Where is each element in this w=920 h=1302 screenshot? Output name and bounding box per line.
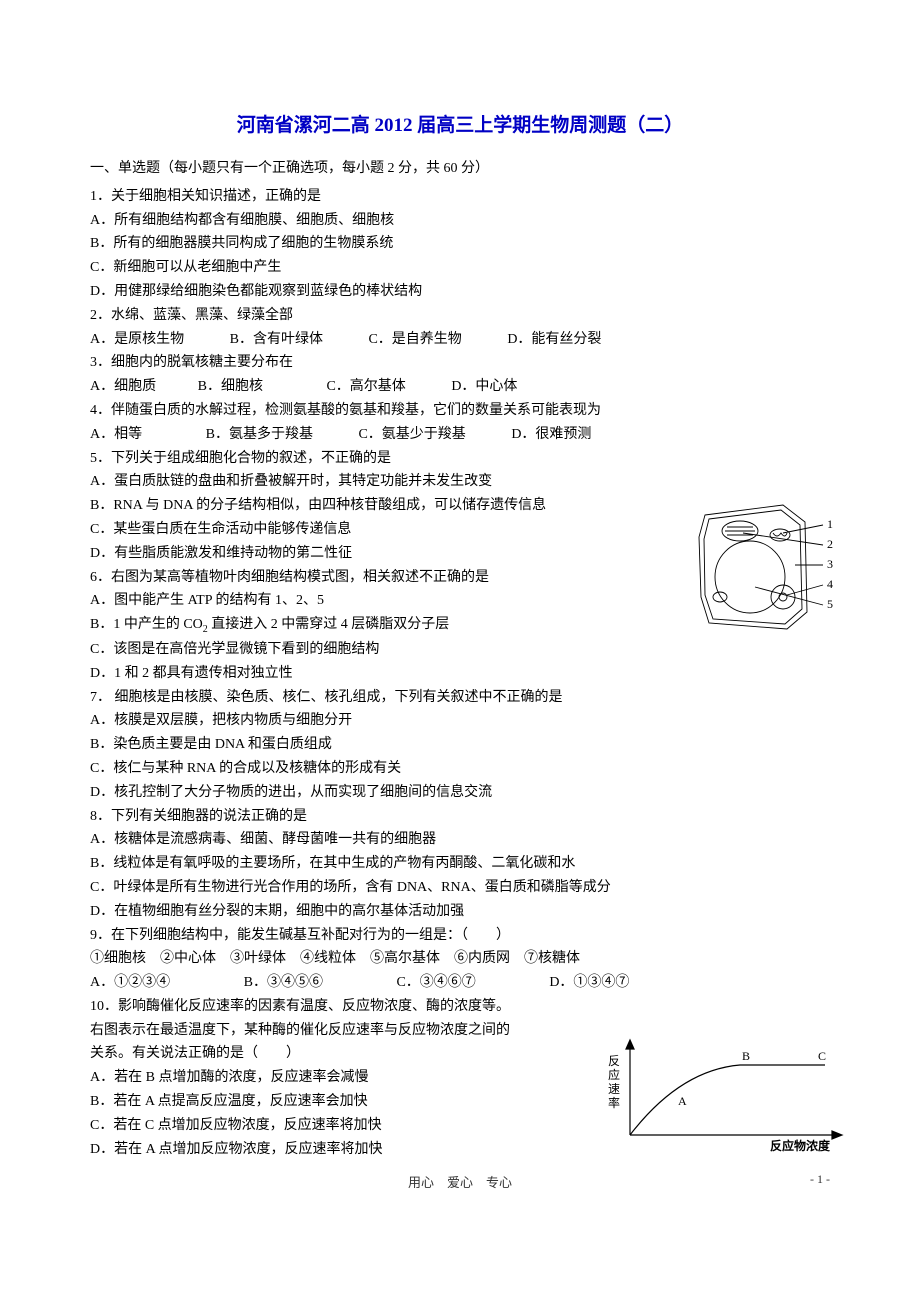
q5-stem: 5．下列关于组成细胞化合物的叙述，不正确的是 bbox=[90, 447, 830, 471]
q3-opt-b: B．细胞核 bbox=[198, 375, 263, 399]
reaction-chart: A B C 反 应 速 率 反应物浓度 bbox=[600, 1035, 850, 1160]
q10-stem: 10．影响酶催化反应速率的因素有温度、反应物浓度、酶的浓度等。 bbox=[90, 995, 830, 1019]
cell-diagram-svg: 1 2 3 4 5 bbox=[695, 497, 840, 637]
cell-label-3: 3 bbox=[827, 557, 833, 571]
q9-opts: A．①②③④ B．③④⑤⑥ C．③④⑥⑦ D．①③④⑦ bbox=[90, 971, 830, 995]
page-title: 河南省漯河二高 2012 届高三上学期生物周测题（二） bbox=[90, 110, 830, 137]
q7-opt-a: A．核膜是双层膜，把核内物质与细胞分开 bbox=[90, 709, 830, 733]
q4-opt-b: B．氨基多于羧基 bbox=[206, 423, 313, 447]
q2-opts: A．是原核生物 B．含有叶绿体 C．是自养生物 D．能有丝分裂 bbox=[90, 328, 830, 352]
q8-opt-c: C．叶绿体是所有生物进行光合作用的场所，含有 DNA、RNA、蛋白质和磷脂等成分 bbox=[90, 876, 830, 900]
q6-opt-d: D．1 和 2 都具有遗传相对独立性 bbox=[90, 662, 830, 686]
q7-opt-b: B．染色质主要是由 DNA 和蛋白质组成 bbox=[90, 733, 830, 757]
cell-label-2: 2 bbox=[827, 537, 833, 551]
q4-opt-c: C．氨基少于羧基 bbox=[358, 423, 465, 447]
q3-stem: 3．细胞内的脱氧核糖主要分布在 bbox=[90, 351, 830, 375]
q5-opt-a: A．蛋白质肽链的盘曲和折叠被解开时，其特定功能并未发生改变 bbox=[90, 470, 830, 494]
q6-b-post: 直接进入 2 中需穿过 4 层磷脂双分子层 bbox=[208, 617, 450, 632]
exam-page: 河南省漯河二高 2012 届高三上学期生物周测题（二） 一、单选题（每小题只有一… bbox=[0, 0, 920, 1221]
cell-figure: 1 2 3 4 5 bbox=[695, 497, 840, 642]
section-heading: 一、单选题（每小题只有一个正确选项，每小题 2 分，共 60 分） bbox=[90, 157, 830, 181]
cell-label-5: 5 bbox=[827, 597, 833, 611]
q3-opt-d: D．中心体 bbox=[451, 375, 517, 399]
q1-opt-a: A．所有细胞结构都含有细胞膜、细胞质、细胞核 bbox=[90, 209, 830, 233]
q8-opt-b: B．线粒体是有氧呼吸的主要场所，在其中生成的产物有丙酮酸、二氧化碳和水 bbox=[90, 852, 830, 876]
reaction-chart-svg: A B C 反 应 速 率 反应物浓度 bbox=[600, 1035, 850, 1155]
page-footer: 用心 爱心 专心 - 1 - bbox=[90, 1172, 830, 1191]
q7-opt-d: D．核孔控制了大分子物质的进出，从而实现了细胞间的信息交流 bbox=[90, 781, 830, 805]
q2-stem: 2．水绵、蓝藻、黑藻、绿藻全部 bbox=[90, 304, 830, 328]
q7-stem: 7． 细胞核是由核膜、染色质、核仁、核孔组成，下列有关叙述中不正确的是 bbox=[90, 686, 830, 710]
q4-stem: 4．伴随蛋白质的水解过程，检测氨基酸的氨基和羧基，它们的数量关系可能表现为 bbox=[90, 399, 830, 423]
q4-opt-a: A．相等 bbox=[90, 423, 142, 447]
q2-opt-b: B．含有叶绿体 bbox=[230, 328, 323, 352]
q1-opt-c: C．新细胞可以从老细胞中产生 bbox=[90, 256, 830, 280]
q9-opt-d: D．①③④⑦ bbox=[549, 971, 629, 995]
q8-stem: 8．下列有关细胞器的说法正确的是 bbox=[90, 805, 830, 829]
q1-opt-b: B．所有的细胞器膜共同构成了细胞的生物膜系统 bbox=[90, 232, 830, 256]
chart-point-a: A bbox=[678, 1094, 687, 1108]
q4-opts: A．相等 B．氨基多于羧基 C．氨基少于羧基 D．很难预测 bbox=[90, 423, 830, 447]
q1-opt-d: D．用健那绿给细胞染色都能观察到蓝绿色的棒状结构 bbox=[90, 280, 830, 304]
footer-page-number: - 1 - bbox=[810, 1172, 830, 1187]
q3-opt-c: C．高尔基体 bbox=[326, 375, 405, 399]
cell-label-4: 4 bbox=[827, 577, 833, 591]
q9-items: ①细胞核 ②中心体 ③叶绿体 ④线粒体 ⑤高尔基体 ⑥内质网 ⑦核糖体 bbox=[90, 947, 830, 971]
chart-xlabel: 反应物浓度 bbox=[770, 1138, 831, 1153]
chart-ylabel: 反 应 速 率 bbox=[608, 1054, 623, 1110]
q4-opt-d: D．很难预测 bbox=[511, 423, 591, 447]
q2-opt-c: C．是自养生物 bbox=[368, 328, 461, 352]
q1-stem: 1．关于细胞相关知识描述，正确的是 bbox=[90, 185, 830, 209]
q9-opt-b: B．③④⑤⑥ bbox=[244, 971, 323, 995]
q9-opt-a: A．①②③④ bbox=[90, 971, 170, 995]
cell-label-1: 1 bbox=[827, 517, 833, 531]
q2-opt-d: D．能有丝分裂 bbox=[507, 328, 601, 352]
q9-stem: 9．在下列细胞结构中，能发生碱基互补配对行为的一组是：（ ） bbox=[90, 924, 830, 948]
q8-opt-d: D．在植物细胞有丝分裂的末期，细胞中的高尔基体活动加强 bbox=[90, 900, 830, 924]
q6-b-pre: B．1 中产生的 CO bbox=[90, 617, 203, 632]
chart-point-c: C bbox=[818, 1049, 826, 1063]
q2-opt-a: A．是原核生物 bbox=[90, 328, 184, 352]
q9-opt-c: C．③④⑥⑦ bbox=[396, 971, 475, 995]
q3-opts: A．细胞质 B．细胞核 C．高尔基体 D．中心体 bbox=[90, 375, 830, 399]
q3-opt-a: A．细胞质 bbox=[90, 375, 156, 399]
footer-center-text: 用心 爱心 专心 bbox=[90, 1172, 830, 1191]
chart-point-b: B bbox=[742, 1049, 750, 1063]
q7-opt-c: C．核仁与某种 RNA 的合成以及核糖体的形成有关 bbox=[90, 757, 830, 781]
q8-opt-a: A．核糖体是流感病毒、细菌、酵母菌唯一共有的细胞器 bbox=[90, 828, 830, 852]
